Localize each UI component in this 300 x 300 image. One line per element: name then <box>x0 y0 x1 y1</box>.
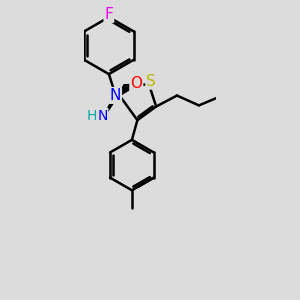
Text: N: N <box>97 109 107 123</box>
Text: O: O <box>130 76 142 92</box>
Text: N: N <box>110 88 121 103</box>
Text: S: S <box>146 74 156 89</box>
Text: F: F <box>104 7 113 22</box>
Text: H: H <box>86 109 97 123</box>
